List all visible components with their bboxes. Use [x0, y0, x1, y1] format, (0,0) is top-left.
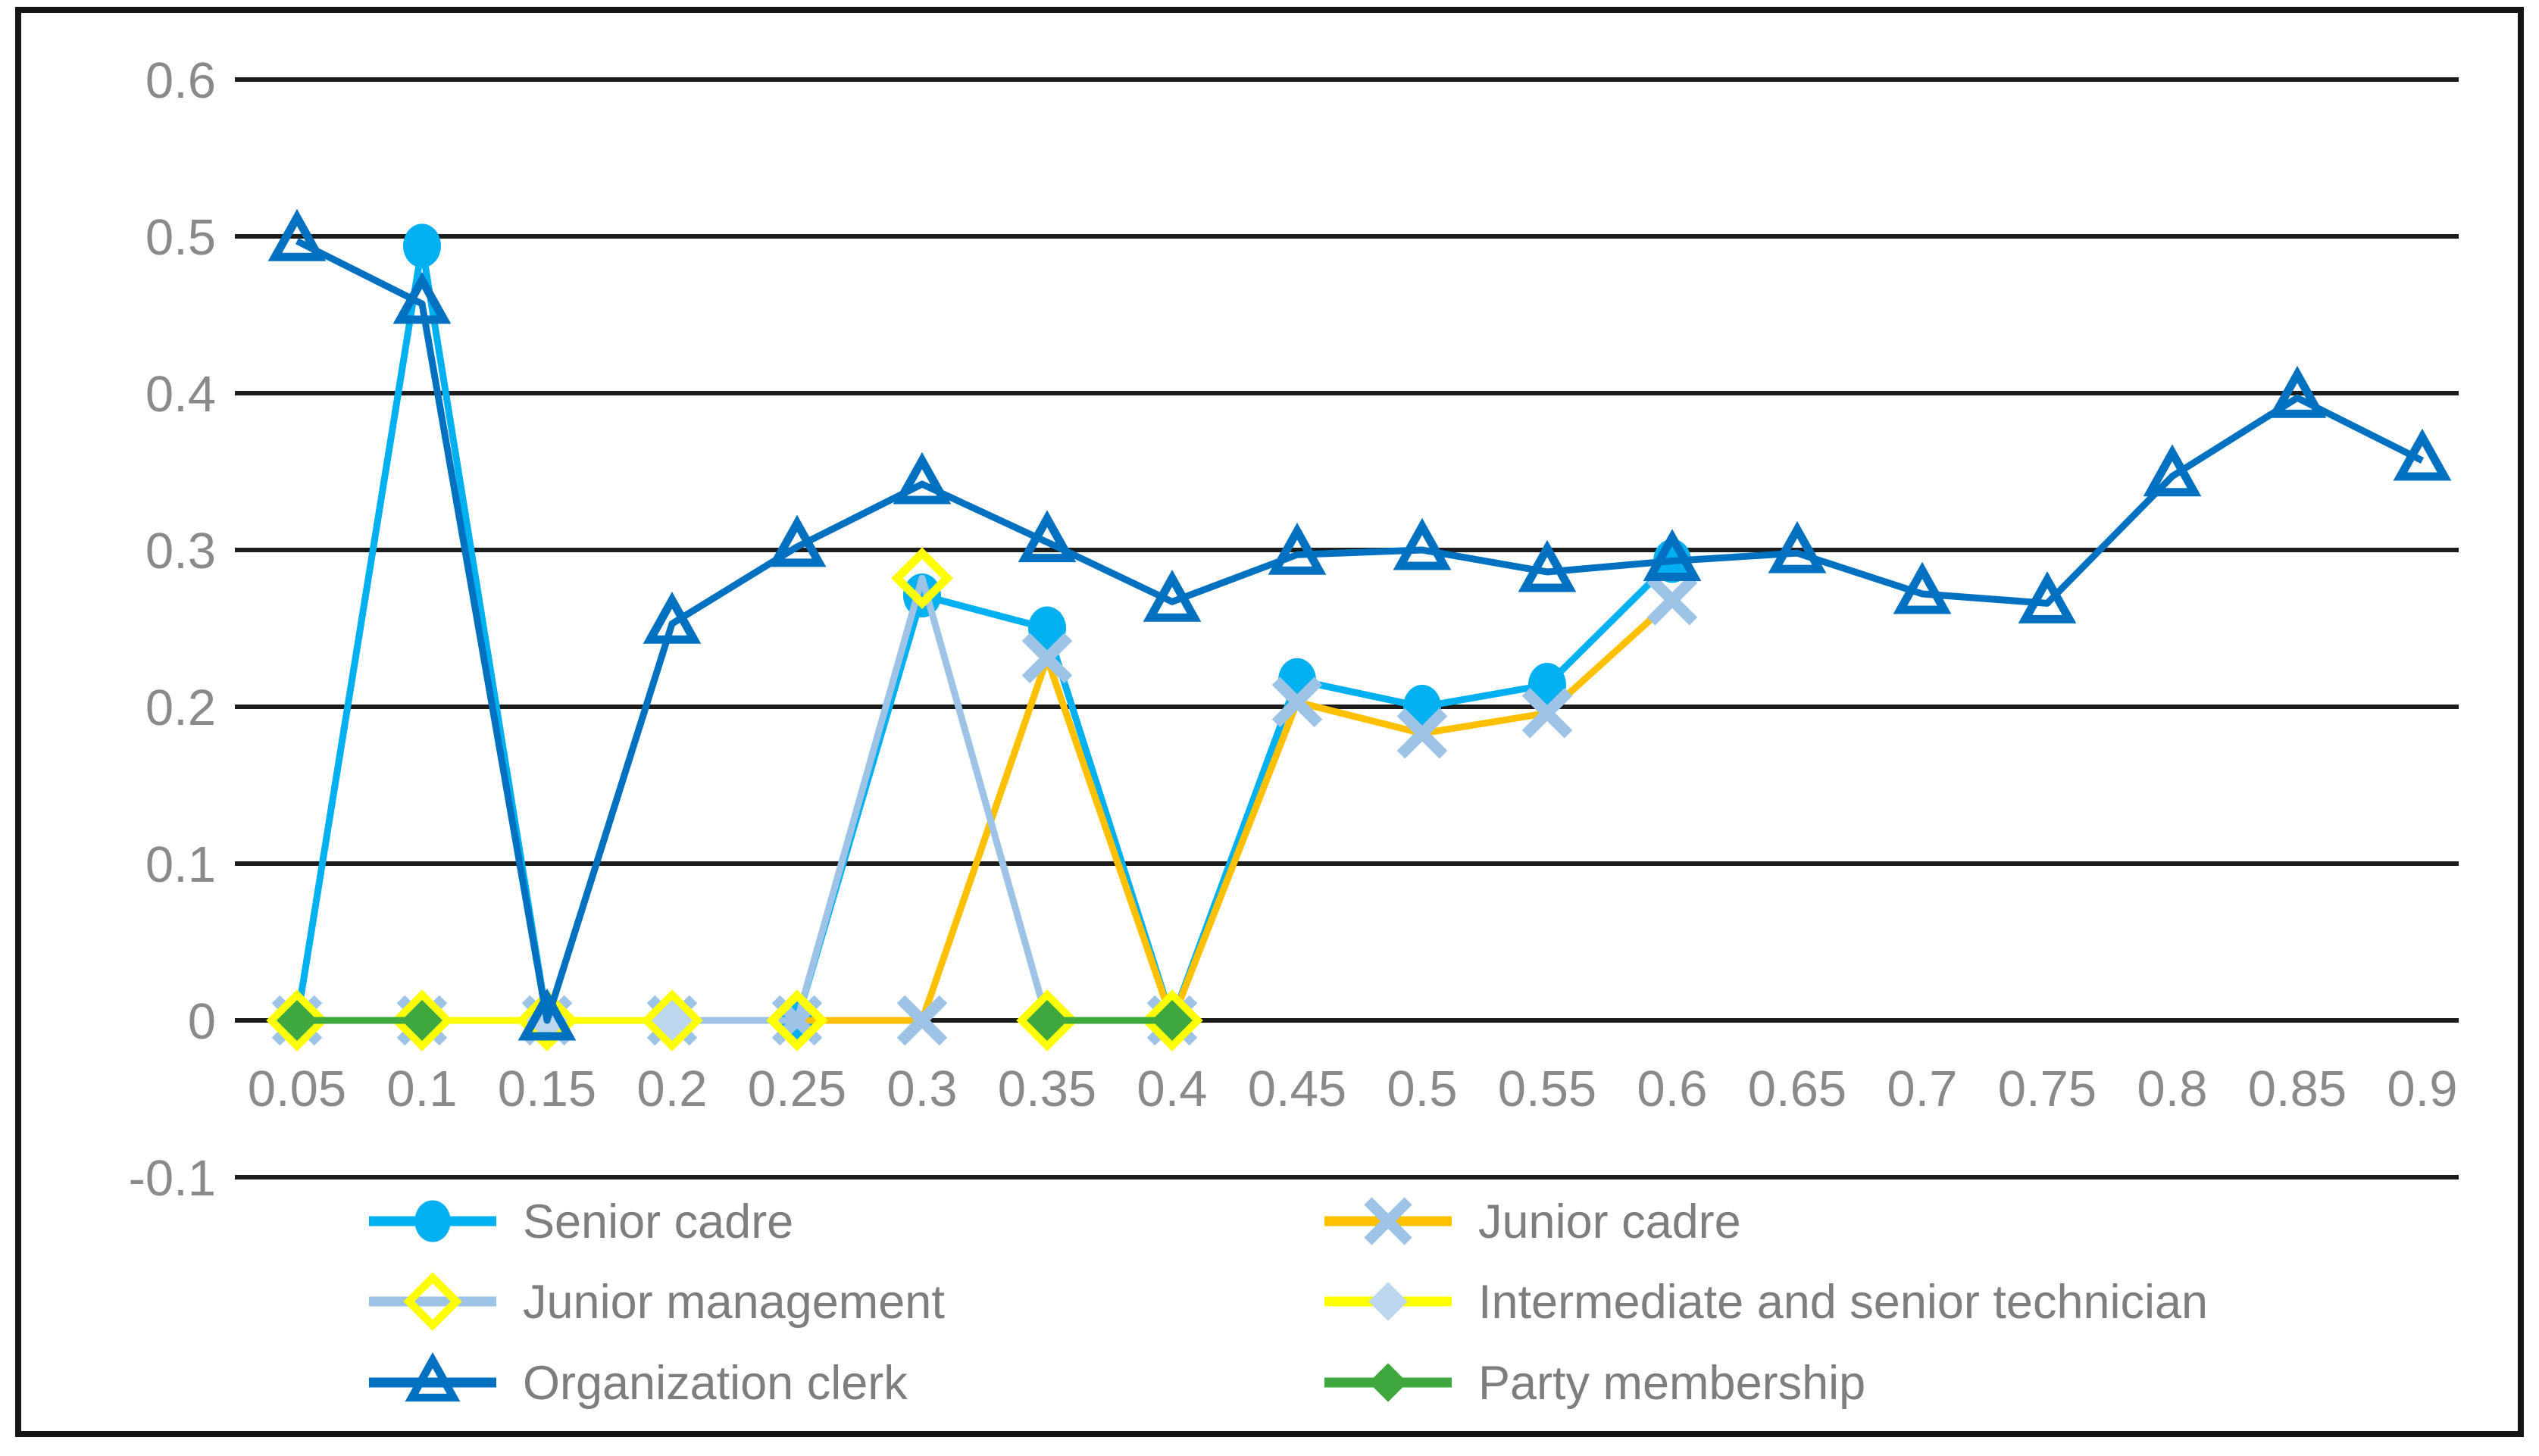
legend-label: Organization clerk	[523, 1357, 908, 1410]
legend-label: Junior management	[523, 1276, 945, 1329]
y-axis-label: 0.6	[145, 52, 216, 109]
marker-circle	[1028, 606, 1066, 651]
marker-triangle-open	[1018, 510, 1077, 563]
x-axis-label: 0.45	[1248, 1061, 1346, 1117]
marker-triangle-open	[267, 208, 327, 261]
marker-diamond	[277, 1000, 317, 1041]
marker-triangle-open	[1518, 539, 1577, 592]
marker-triangle-open	[405, 1351, 461, 1402]
x-axis-label: 0.1	[386, 1061, 457, 1117]
marker-diamond-open	[1141, 989, 1203, 1051]
marker-triangle-open	[893, 451, 952, 505]
marker-diamond	[402, 1000, 442, 1041]
marker-triangle-open	[1143, 570, 1202, 622]
marker-x	[1521, 687, 1573, 739]
y-axis-label: 0.5	[145, 209, 216, 266]
x-axis-label: 0.65	[1748, 1061, 1846, 1117]
x-axis-label: 0.55	[1498, 1061, 1596, 1117]
series-line-4	[295, 238, 2425, 1024]
x-axis-label: 0.4	[1137, 1061, 1207, 1117]
marker-diamond-open	[391, 989, 453, 1051]
marker-circle	[403, 223, 441, 268]
legend-label: Senior cadre	[523, 1195, 793, 1248]
marker-diamond	[652, 1000, 693, 1041]
marker-diamond-open	[516, 989, 578, 1051]
x-axis-label: 0.7	[1887, 1061, 1957, 1117]
marker-triangle-open	[2018, 571, 2077, 623]
marker-diamond	[1027, 1000, 1068, 1041]
y-axis-label: 0.2	[145, 680, 216, 736]
marker-triangle-open	[517, 988, 577, 1041]
marker-triangle-open	[1768, 520, 1827, 573]
legend-label: Junior cadre	[1478, 1195, 1741, 1248]
marker-triangle-open	[2143, 444, 2202, 497]
y-axis-label: -0.1	[129, 1150, 216, 1207]
marker-diamond-open	[403, 1272, 462, 1331]
marker-circle	[414, 1200, 451, 1242]
marker-x	[1646, 574, 1698, 626]
x-axis-label: 0.6	[1637, 1061, 1707, 1117]
marker-x	[1271, 676, 1323, 728]
x-axis-label: 0.35	[998, 1061, 1096, 1117]
series-line-0	[293, 242, 1675, 1024]
marker-triangle-open	[1893, 561, 1952, 614]
marker-diamond-open	[766, 989, 828, 1051]
marker-diamond-open	[1016, 989, 1078, 1051]
marker-triangle-open	[392, 271, 452, 324]
figure-border	[15, 7, 2524, 1437]
marker-diamond-open	[641, 989, 703, 1051]
y-axis-label: 0	[188, 993, 216, 1050]
marker-diamond	[1368, 1282, 1408, 1321]
x-axis-label: 0.8	[2137, 1061, 2207, 1117]
x-axis-label: 0.9	[2387, 1061, 2457, 1117]
marker-triangle-open	[768, 514, 827, 567]
marker-triangle-open	[2393, 428, 2452, 481]
marker-x	[1021, 633, 1073, 684]
marker-triangle-open	[1393, 517, 1452, 570]
marker-diamond	[1368, 1363, 1408, 1402]
marker-diamond	[1152, 1000, 1193, 1041]
x-axis-label: 0.5	[1387, 1061, 1457, 1117]
legend-label: Intermediate and senior technician	[1478, 1276, 2208, 1329]
y-axis-label: 0.3	[145, 523, 216, 580]
marker-triangle-open	[2268, 365, 2327, 418]
legend-label: Party membership	[1478, 1357, 1865, 1410]
marker-triangle-open	[1643, 529, 1702, 581]
x-axis-label: 0.85	[2248, 1061, 2347, 1117]
x-axis-label: 0.3	[886, 1061, 957, 1117]
y-axis-label: 0.4	[145, 366, 216, 423]
marker-x	[1364, 1197, 1412, 1245]
marker-diamond-open	[266, 989, 328, 1051]
marker-triangle-open	[1268, 522, 1327, 575]
x-axis-label: 0.25	[748, 1061, 846, 1117]
x-axis-label: 0.2	[636, 1061, 707, 1117]
x-axis-label: 0.75	[1998, 1061, 2097, 1117]
x-axis-label: 0.15	[498, 1061, 596, 1117]
y-axis-label: 0.1	[145, 836, 216, 893]
marker-x	[896, 995, 948, 1046]
marker-diamond-open	[891, 547, 953, 610]
marker-triangle-open	[643, 591, 702, 644]
marker-x	[1396, 708, 1448, 759]
x-axis-label: 0.05	[248, 1061, 346, 1117]
